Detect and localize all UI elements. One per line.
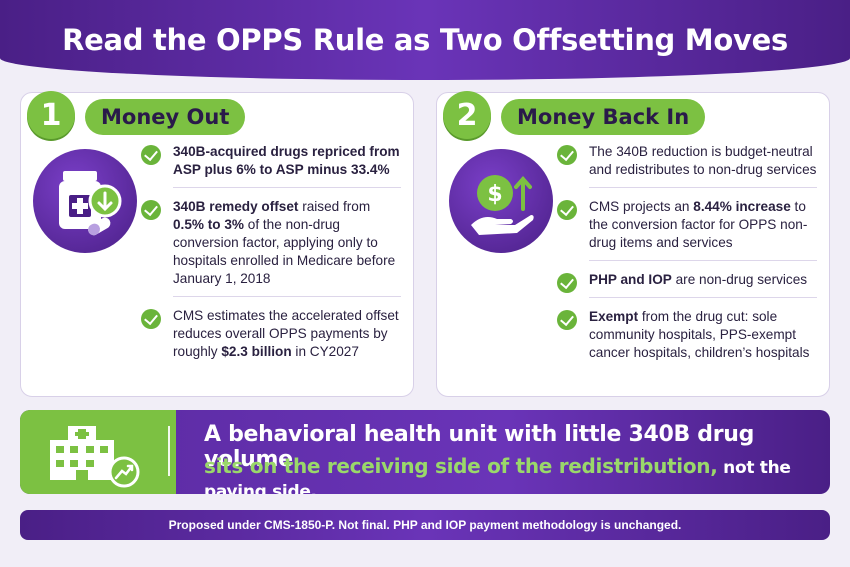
money-out-list: 340B-acquired drugs repriced from ASP pl… bbox=[141, 143, 401, 361]
list-item: CMS projects an 8.44% increase to the co… bbox=[557, 198, 817, 252]
divider bbox=[589, 297, 817, 298]
item-text: from the drug cut: sole community hospit… bbox=[589, 309, 810, 360]
list-item: CMS estimates the accelerated offset red… bbox=[141, 307, 401, 361]
footer-note: Proposed under CMS-1850-P. Not final. PH… bbox=[20, 510, 830, 540]
panel-heading: Money Back In bbox=[501, 99, 706, 135]
item-bold: PHP and IOP bbox=[589, 272, 672, 287]
item-text: CMS projects an bbox=[589, 199, 694, 214]
panel-heading: Money Out bbox=[85, 99, 246, 135]
item-text: of the non-drug conversion factor, apply… bbox=[173, 217, 396, 286]
item-bold: 340B remedy offset bbox=[173, 199, 299, 214]
list-item: 340B remedy offset raised from 0.5% to 3… bbox=[141, 198, 401, 288]
item-bold: Exempt bbox=[589, 309, 639, 324]
check-icon bbox=[141, 200, 161, 220]
list-item: The 340B reduction is budget-neutral and… bbox=[557, 143, 817, 179]
money-out-panel: 1 Money Out 340B-acquired drugs repriced… bbox=[20, 91, 414, 397]
list-item: Exempt from the drug cut: sole community… bbox=[557, 308, 817, 362]
divider bbox=[589, 187, 817, 188]
divider bbox=[589, 260, 817, 261]
item-text: raised from bbox=[298, 199, 371, 214]
check-icon bbox=[557, 310, 577, 330]
dollar-hand-icon: $ bbox=[449, 149, 553, 253]
list-item: PHP and IOP are non-drug services bbox=[557, 271, 817, 293]
svg-text:$: $ bbox=[487, 182, 502, 207]
item-text: to the conversion factor for OPPS non-dr… bbox=[589, 199, 808, 250]
step-number-badge: 1 bbox=[27, 91, 75, 139]
divider bbox=[173, 296, 401, 297]
banner-highlight: sits on the receiving side of the redist… bbox=[204, 454, 718, 478]
item-text: CMS estimates the accelerated offset red… bbox=[173, 308, 399, 359]
hospital-growth-icon bbox=[20, 410, 176, 494]
header: Read the OPPS Rule as Two Offsetting Mov… bbox=[0, 0, 850, 80]
check-icon bbox=[141, 309, 161, 329]
step-number-badge: 2 bbox=[443, 91, 491, 139]
list-item: 340B-acquired drugs repriced from ASP pl… bbox=[141, 143, 401, 179]
item-bold: $2.3 billion bbox=[221, 344, 292, 359]
banner-tail: not the paying side. bbox=[204, 458, 791, 494]
item-text: The 340B reduction is budget-neutral and… bbox=[589, 144, 817, 177]
divider bbox=[173, 187, 401, 188]
money-back-in-panel: 2 Money Back In $ The 340B reduction is … bbox=[436, 91, 830, 397]
divider bbox=[168, 426, 170, 476]
page-title: Read the OPPS Rule as Two Offsetting Mov… bbox=[62, 23, 788, 57]
item-text: in CY2027 bbox=[291, 344, 359, 359]
item-bold: 8.44% increase bbox=[693, 199, 791, 214]
check-icon bbox=[141, 145, 161, 165]
key-takeaway-banner: A behavioral health unit with little 340… bbox=[20, 410, 830, 494]
check-icon bbox=[557, 273, 577, 293]
check-icon bbox=[557, 145, 577, 165]
banner-line-1: A behavioral health unit with little 340… bbox=[204, 422, 755, 472]
item-bold: 0.5% to 3% bbox=[173, 217, 245, 232]
medicine-bottle-icon bbox=[33, 149, 137, 253]
check-icon bbox=[557, 200, 577, 220]
item-text: 340B-acquired drugs repriced from ASP pl… bbox=[173, 144, 400, 177]
banner-line-2: sits on the receiving side of the redist… bbox=[204, 454, 830, 494]
item-text: are non-drug services bbox=[671, 272, 808, 287]
money-back-list: The 340B reduction is budget-neutral and… bbox=[557, 143, 817, 362]
